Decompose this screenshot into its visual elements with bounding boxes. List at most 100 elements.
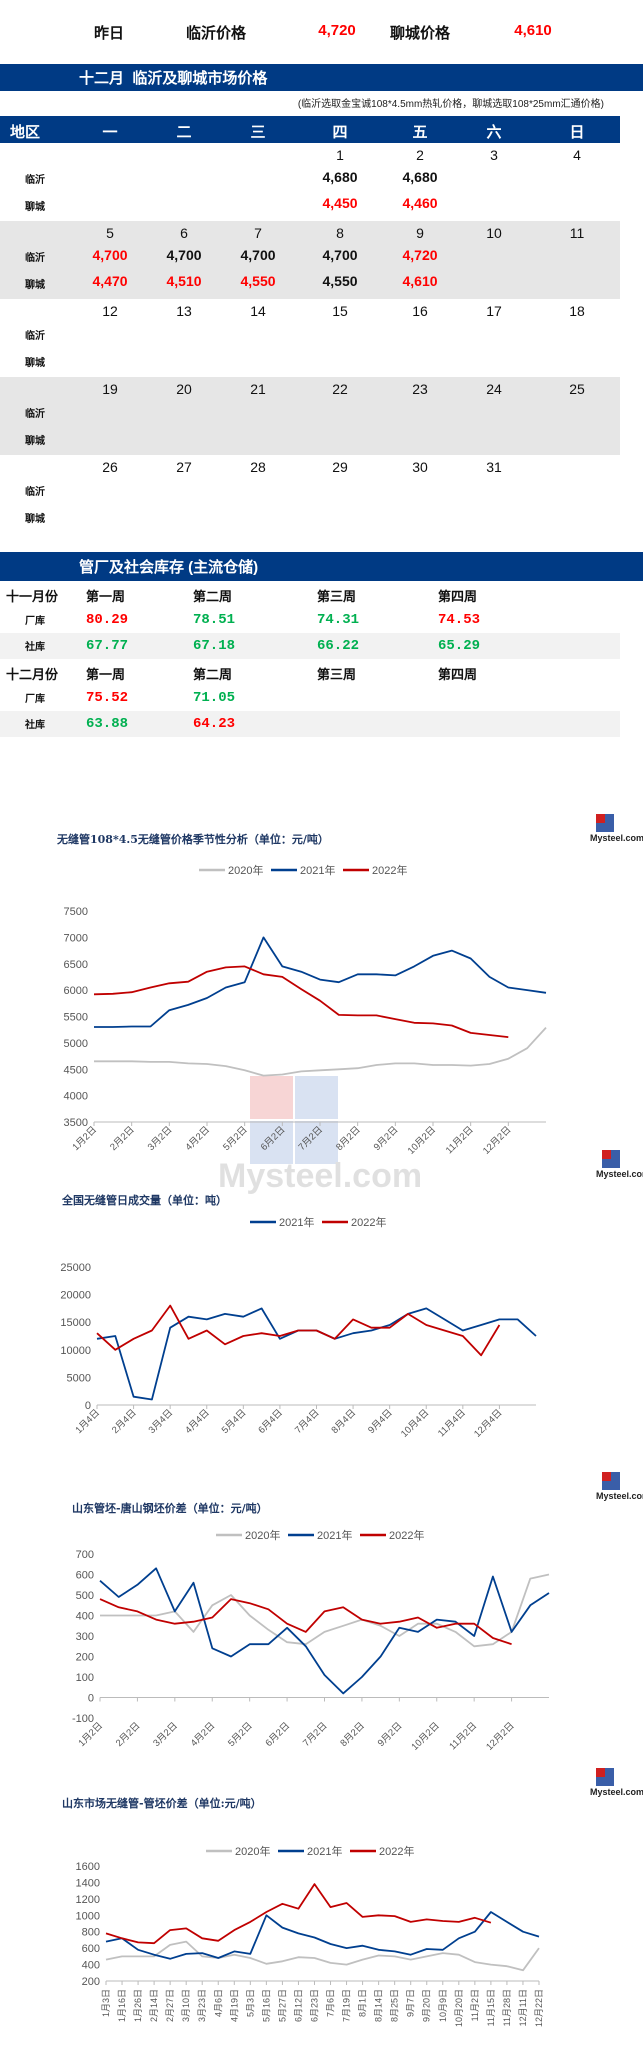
calendar-date: 21 [250,381,266,397]
legend-label: 2022年 [379,1844,414,1858]
calendar-header: 地区 一 二 三 四 五 六 日 [0,116,620,143]
series-line-2021年 [96,1307,537,1401]
x-tick-label: 4月2日 [189,1720,218,1749]
linyi-price: 4,700 [166,247,202,263]
x-tick-label: 11月2日 [444,1124,476,1156]
y-tick-label: -100 [72,1713,94,1725]
x-tick-label: 5月2日 [226,1720,255,1749]
x-tick-label: 5月4日 [220,1407,249,1436]
calendar-date: 9 [416,225,424,241]
calendar-date: 26 [102,459,118,475]
liaocheng-price: 4,510 [166,273,202,289]
svg-text:Mysteel.com: Mysteel.com [218,1157,422,1195]
x-tick-label: 1月26日 [133,1989,143,2022]
series-line-2020年 [105,1940,540,1972]
x-tick-label: 9月2日 [372,1124,401,1153]
y-tick-label: 3500 [64,1117,88,1129]
liaocheng-price: 4,460 [402,195,438,211]
legend-label: 2021年 [300,863,335,877]
stock-row-label: 厂库 [25,616,45,627]
stock-value: 67.18 [193,638,236,654]
calendar-date: 17 [486,303,502,319]
week-label: 第四周 [438,590,478,605]
calendar-week-row: 临沂 聊城 5 4,700 4,470 6 4,700 4,510 7 4,700 4,550 8 4,… [0,221,620,299]
calendar-week-row: 临沂 聊城 12 13 14 15 16 17 18 [0,299,620,377]
weekday-header: 一 [102,124,118,141]
x-tick-label: 8月25日 [390,1989,400,2022]
x-tick-label: 12月11日 [518,1989,528,2026]
x-tick-label: 7月6日 [326,1989,336,2017]
mysteel-logo: Mysteel.com [590,814,643,843]
calendar-date: 2 [416,147,424,163]
chart-4: 2020年 2021年 2022年 200 400 600 800 1000 1200 1400 1… [76,1844,544,2027]
x-tick-label: 3月23日 [197,1989,207,2022]
stock-row-label: 社库 [25,720,45,731]
y-tick-label: 500 [76,1590,94,1602]
stock-month-header: 十二月份 第一周 第二周 第三周 第四周 [0,659,620,685]
x-tick-label: 2月2日 [114,1720,143,1749]
legend-label: 2022年 [351,1215,386,1229]
series-line-2021年 [99,1567,550,1695]
x-tick-label: 3月10日 [181,1989,191,2022]
calendar-date: 23 [412,381,428,397]
x-tick-label: 5月27日 [277,1989,287,2022]
x-tick-label: 4月6日 [213,1989,223,2017]
calendar-note: (临沂选取金宝诚108*4.5mm热轧价格，聊城选取108*25mm汇通价格) [297,99,604,110]
row-label-linyi: 临沂 [25,253,45,264]
x-tick-label: 3月2日 [151,1720,180,1749]
calendar-date: 24 [486,381,502,397]
stock-value: 75.52 [86,690,129,706]
x-tick-label: 11月4日 [436,1407,468,1439]
legend-label: 2021年 [317,1528,352,1542]
calendar-date: 3 [490,147,498,163]
x-tick-label: 2月2日 [108,1124,137,1153]
y-tick-label: 5000 [64,1038,88,1050]
x-tick-label: 8月2日 [334,1124,363,1153]
x-tick-label: 8月4日 [330,1407,359,1436]
y-tick-label: 5500 [64,1012,88,1024]
row-label-linyi: 临沂 [25,331,45,342]
liaocheng-price-label: 聊城价格 [389,25,451,42]
stock-title: 管厂及社会库存 (主流仓储) [79,559,259,576]
x-tick-label: 4月19日 [229,1989,239,2022]
week-label: 第四周 [438,668,478,683]
x-tick-label: 10月2日 [406,1124,438,1156]
linyi-price: 4,720 [402,247,438,263]
series-line-2022年 [93,965,509,1038]
calendar-date: 15 [332,303,348,319]
stock-value: 74.53 [438,612,481,628]
x-tick-label: 6月2日 [264,1720,293,1749]
y-tick-label: 100 [76,1672,94,1684]
x-tick-label: 11月15日 [486,1989,496,2026]
calendar-date: 14 [250,303,266,319]
y-tick-label: 0 [85,1400,91,1412]
x-tick-label: 3月4日 [147,1407,176,1436]
calendar-date: 20 [176,381,192,397]
stock-value: 65.29 [438,638,481,654]
week-label: 第一周 [86,590,126,605]
x-tick-label: 8月14日 [374,1989,384,2022]
linyi-price: 4,700 [92,247,128,263]
calendar-date: 13 [176,303,192,319]
series-line-2022年 [96,1304,501,1357]
x-tick-label: 10月20日 [454,1989,464,2027]
calendar-banner: 十二月 临沂及聊城市场价格 [0,64,643,91]
row-label-liaocheng: 聊城 [25,280,45,291]
calendar-week-row: 临沂 聊城 26 27 28 29 30 31 [0,455,620,533]
liaocheng-price: 4,610 [402,273,438,289]
series-line-2020年 [94,1026,547,1077]
row-label-liaocheng: 聊城 [25,436,45,447]
calendar-title: 十二月 临沂及聊城市场价格 [79,70,268,87]
stock-month-header: 十一月份 第一周 第二周 第三周 第四周 [0,581,620,607]
chart-3: 2020年 2021年 2022年 -100 0 100 200 300 400 500 600 70… [72,1528,550,1753]
stock-value: 80.29 [86,612,129,628]
row-label-liaocheng: 聊城 [25,202,45,213]
calendar-date: 30 [412,459,428,475]
legend-label: 2021年 [279,1215,314,1229]
svg-text:Mysteel.com: Mysteel.com [596,1491,643,1501]
y-tick-label: 4500 [64,1064,88,1076]
calendar-date: 16 [412,303,428,319]
weekday-header: 六 [486,124,502,141]
